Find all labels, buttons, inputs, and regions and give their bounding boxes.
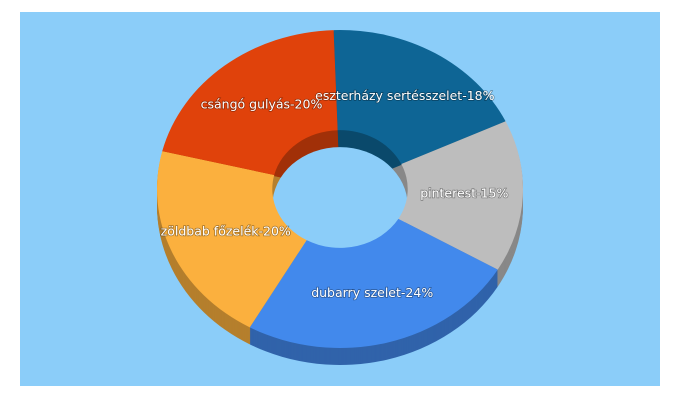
slice-label: eszterházy sertésszelet-18% xyxy=(315,88,494,103)
slice-label: csángó gulyás-20% xyxy=(201,97,323,112)
slice xyxy=(162,30,338,175)
slice xyxy=(156,151,307,328)
slice xyxy=(398,121,523,270)
slice-label: pinterest-15% xyxy=(420,185,508,200)
slice xyxy=(333,30,506,164)
hole-bottom xyxy=(272,147,408,265)
slice-label: zöldbab főzelék-20% xyxy=(161,223,291,238)
donut: eszterházy sertésszelet-18% pinterest-15%… xyxy=(156,30,523,365)
slice xyxy=(249,218,498,348)
slice-label: dubarry szelet-24% xyxy=(311,285,433,300)
